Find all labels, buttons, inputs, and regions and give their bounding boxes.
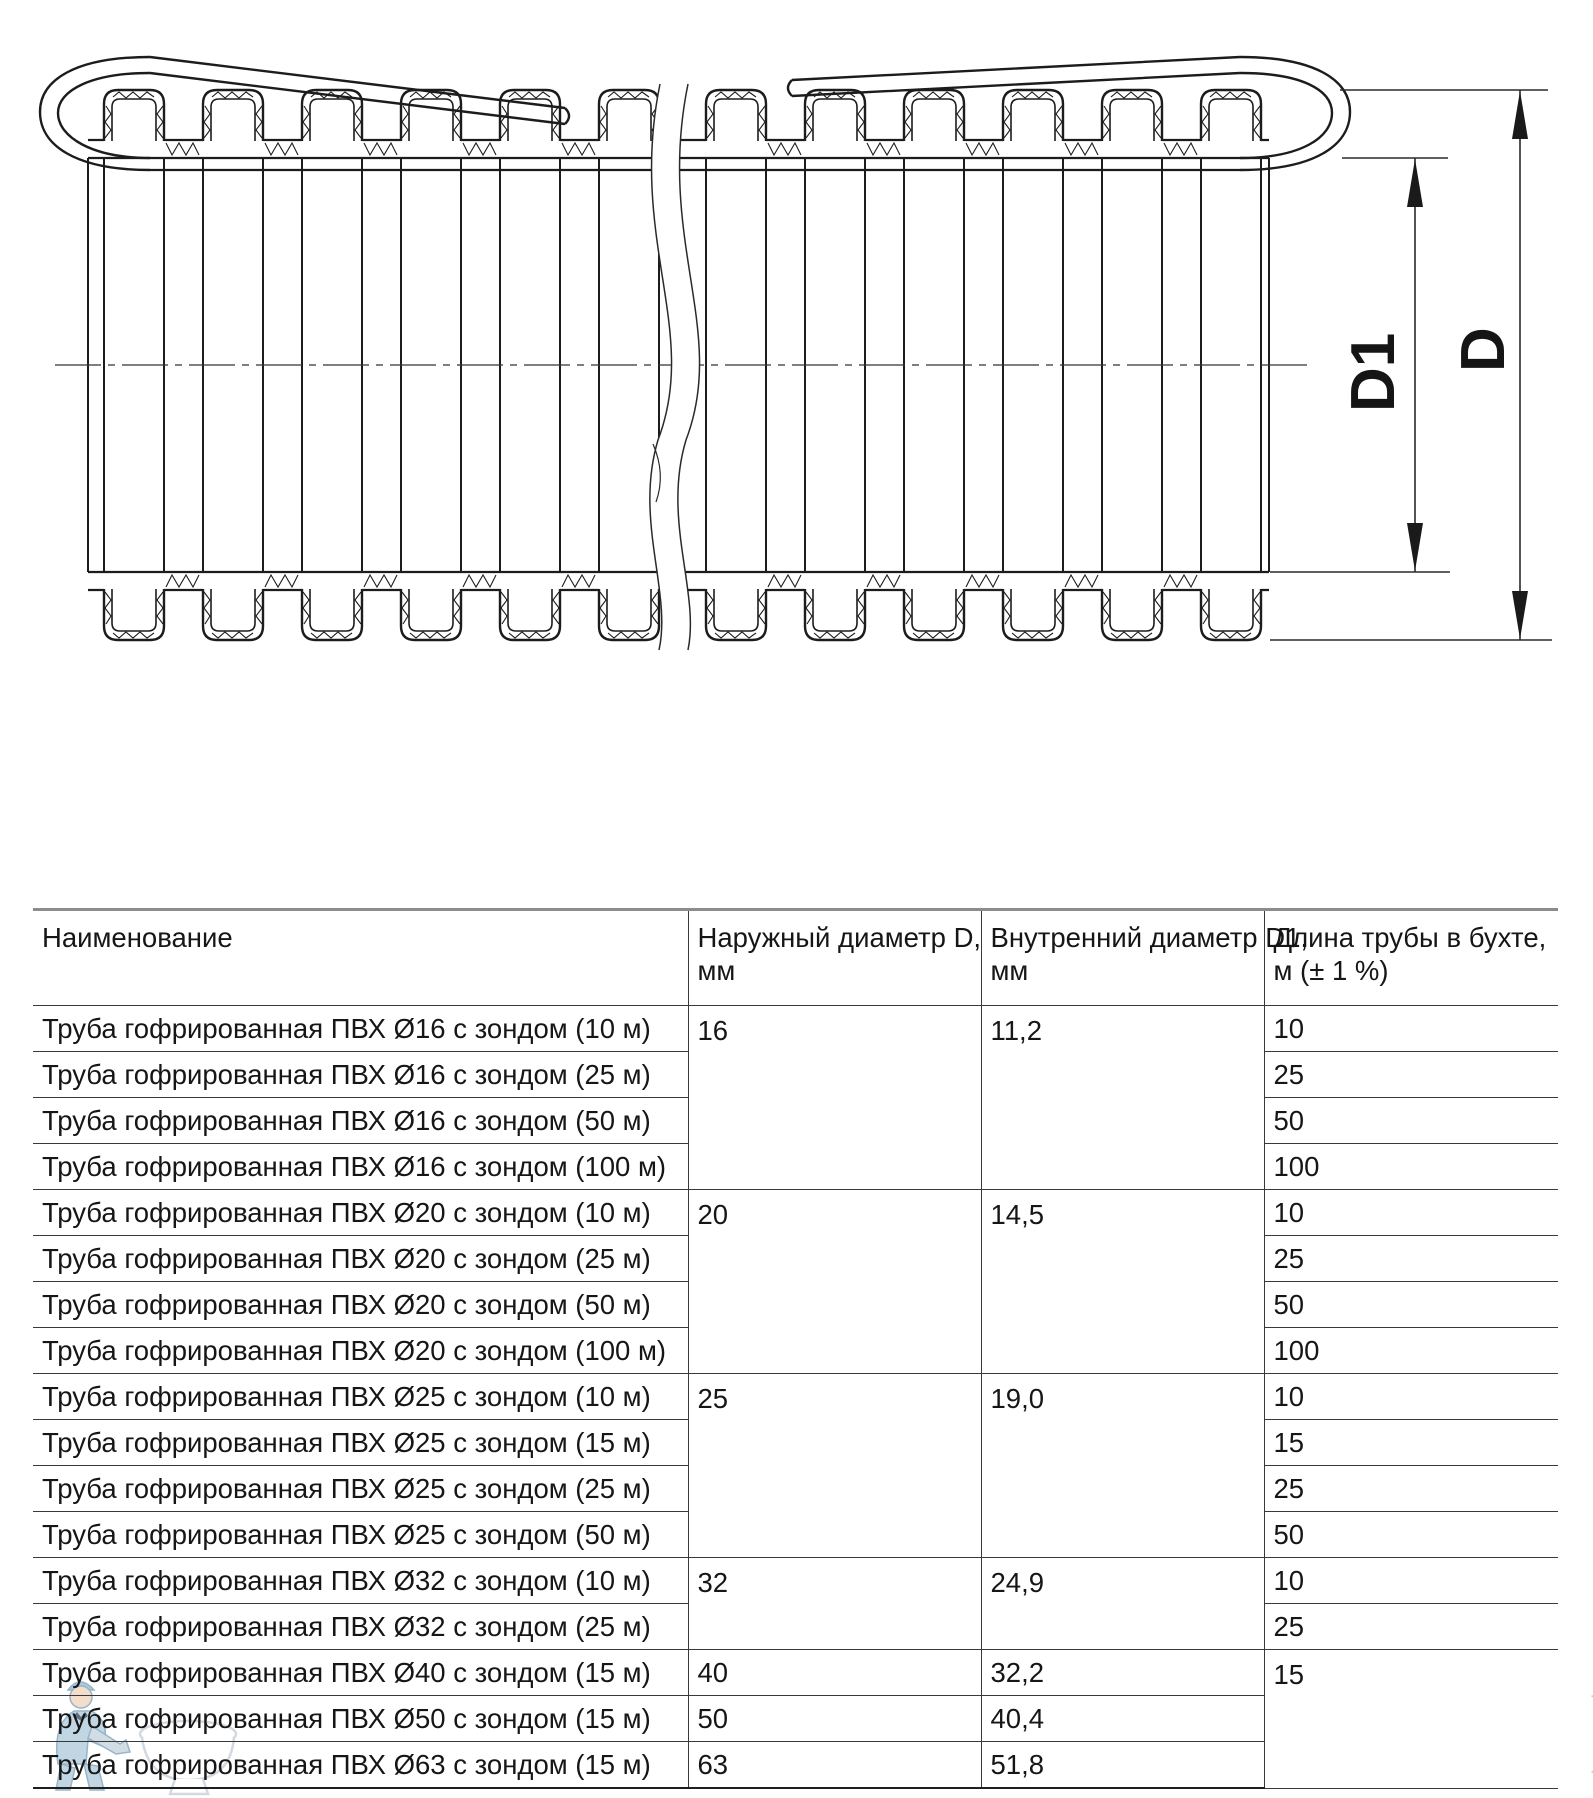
break-symbol	[649, 83, 701, 651]
name-cell: Труба гофрированная ПВХ Ø40 с зондом (15…	[33, 1649, 688, 1696]
name-cell: Труба гофрированная ПВХ Ø16 с зондом (25…	[33, 1051, 688, 1098]
name-cell: Труба гофрированная ПВХ Ø20 с зондом (10…	[33, 1327, 688, 1374]
inner-diameter-cell: 11,2	[980, 1005, 1264, 1190]
inner-diameter-cell: 32,2	[980, 1649, 1264, 1696]
length-cell: 50	[1263, 1511, 1558, 1558]
length-cell: 10	[1263, 1557, 1558, 1604]
name-cell: Труба гофрированная ПВХ Ø50 с зондом (15…	[33, 1695, 688, 1742]
col-header-line: мм	[990, 955, 1029, 986]
inner-diameter-cell: 40,4	[980, 1695, 1264, 1742]
probe-wire	[38, 55, 1352, 172]
name-cell: Труба гофрированная ПВХ Ø20 с зондом (25…	[33, 1235, 688, 1282]
col-header-outer-diameter: Наружный диаметр D, мм	[687, 908, 982, 1006]
col-header-line: м (± 1 %)	[1273, 955, 1389, 986]
length-cell: 25	[1263, 1465, 1558, 1512]
name-cell: Труба гофрированная ПВХ Ø25 с зондом (10…	[33, 1373, 688, 1420]
table-row: Труба гофрированная ПВХ Ø25 с зондом (15…	[33, 1419, 1558, 1466]
table-row: Труба гофрированная ПВХ Ø63 с зондом (15…	[33, 1741, 1558, 1789]
col-header-line: Наружный диаметр D,	[697, 922, 982, 953]
name-cell: Труба гофрированная ПВХ Ø25 с зондом (25…	[33, 1465, 688, 1512]
outer-diameter-cell: 32	[687, 1557, 981, 1650]
spec-table: Наименование Наружный диаметр D, мм Внут…	[33, 908, 1558, 1789]
name-cell: Труба гофрированная ПВХ Ø20 с зондом (50…	[33, 1281, 688, 1328]
outer-diameter-cell: 25	[687, 1373, 981, 1558]
name-cell: Труба гофрированная ПВХ Ø16 с зондом (10…	[33, 1143, 688, 1190]
table-row: Труба гофрированная ПВХ Ø32 с зондом (10…	[33, 1557, 1558, 1650]
length-cell: 25	[1263, 1235, 1558, 1282]
outer-diameter-cell: 40	[687, 1649, 981, 1696]
col-header-line: Наименование	[42, 922, 233, 953]
col-header-line: Внутренний диаметр D1,	[990, 922, 1309, 953]
table-row: Труба гофрированная ПВХ Ø20 с зондом (25…	[33, 1235, 1558, 1282]
table-row: Труба гофрированная ПВХ Ø20 с зондом (10…	[33, 1327, 1558, 1374]
inner-diameter-cell: 24,9	[980, 1557, 1264, 1650]
table-row: Труба гофрированная ПВХ Ø16 с зондом (10…	[33, 1143, 1558, 1190]
name-cell: Труба гофрированная ПВХ Ø25 с зондом (15…	[33, 1419, 688, 1466]
length-cell: 25	[1263, 1051, 1558, 1098]
table-row: Труба гофрированная ПВХ Ø40 с зондом (15…	[33, 1649, 1558, 1789]
length-cell: 100	[1263, 1143, 1558, 1190]
pipe-drawing: D1 D	[38, 55, 1552, 651]
outer-diameter-cell: 20	[687, 1189, 981, 1374]
watermark-site-text: афоня.рф	[1589, 1686, 1593, 1793]
name-cell: Труба гофрированная ПВХ Ø16 с зондом (10…	[33, 1005, 688, 1052]
name-cell: Труба гофрированная ПВХ Ø32 с зондом (25…	[33, 1603, 688, 1650]
dimension-d1	[1270, 157, 1450, 573]
outer-diameter-label: D	[1449, 327, 1518, 372]
inner-diameter-cell: 19,0	[980, 1373, 1264, 1558]
inner-diameter-cell: 51,8	[980, 1741, 1264, 1789]
length-cell: 50	[1263, 1281, 1558, 1328]
dimension-d	[1270, 89, 1552, 641]
name-cell: Труба гофрированная ПВХ Ø32 с зондом (10…	[33, 1557, 688, 1604]
length-cell: 10	[1263, 1005, 1558, 1052]
length-cell: 50	[1263, 1097, 1558, 1144]
col-header-inner-diameter: Внутренний диаметр D1, мм	[980, 908, 1309, 1006]
inner-diameter-cell: 14,5	[980, 1189, 1264, 1374]
table-row: Труба гофрированная ПВХ Ø20 с зондом (10…	[33, 1189, 1558, 1374]
col-header-line: мм	[697, 955, 736, 986]
length-cell: 100	[1263, 1327, 1558, 1374]
inner-diameter-label: D1	[1339, 333, 1408, 412]
table-row: Труба гофрированная ПВХ Ø20 с зондом (50…	[33, 1281, 1558, 1328]
table-row: Труба гофрированная ПВХ Ø32 с зондом (25…	[33, 1603, 1558, 1650]
header-row: Наименование Наружный диаметр D, мм Внут…	[33, 908, 1558, 1006]
table-row: Труба гофрированная ПВХ Ø25 с зондом (25…	[33, 1465, 1558, 1512]
outer-diameter-cell: 50	[687, 1695, 981, 1742]
col-header-coil-length: Длина трубы в бухте, м (± 1 %)	[1263, 908, 1558, 1006]
col-header-name: Наименование	[33, 908, 688, 1006]
length-cell: 15	[1263, 1649, 1558, 1789]
table-row: Труба гофрированная ПВХ Ø25 с зондом (50…	[33, 1511, 1558, 1558]
outer-diameter-cell: 63	[687, 1741, 981, 1789]
table-row: Труба гофрированная ПВХ Ø16 с зондом (50…	[33, 1097, 1558, 1144]
length-cell: 15	[1263, 1419, 1558, 1466]
outer-diameter-cell: 16	[687, 1005, 981, 1190]
name-cell: Труба гофрированная ПВХ Ø16 с зондом (50…	[33, 1097, 688, 1144]
name-cell: Труба гофрированная ПВХ Ø25 с зондом (50…	[33, 1511, 688, 1558]
length-cell: 10	[1263, 1189, 1558, 1236]
col-header-line: Длина трубы в бухте,	[1273, 922, 1547, 953]
length-cell: 10	[1263, 1373, 1558, 1420]
name-cell: Труба гофрированная ПВХ Ø20 с зондом (10…	[33, 1189, 688, 1236]
length-cell: 25	[1263, 1603, 1558, 1650]
name-cell: Труба гофрированная ПВХ Ø63 с зондом (15…	[33, 1741, 688, 1789]
table-row: Труба гофрированная ПВХ Ø16 с зондом (10…	[33, 1005, 1558, 1190]
table-row: Труба гофрированная ПВХ Ø25 с зондом (10…	[33, 1373, 1558, 1558]
table-row: Труба гофрированная ПВХ Ø16 с зондом (25…	[33, 1051, 1558, 1098]
table-row: Труба гофрированная ПВХ Ø50 с зондом (15…	[33, 1695, 1558, 1742]
